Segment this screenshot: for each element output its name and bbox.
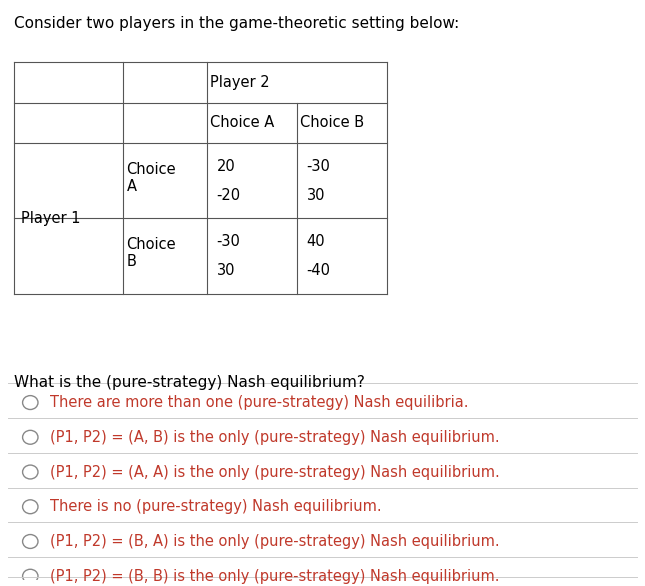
Text: 20: 20 [217, 159, 235, 174]
Text: There are more than one (pure-strategy) Nash equilibria.: There are more than one (pure-strategy) … [50, 395, 468, 410]
Text: 30: 30 [306, 188, 325, 203]
Text: (P1, P2) = (B, B) is the only (pure-strategy) Nash equilibrium.: (P1, P2) = (B, B) is the only (pure-stra… [50, 569, 499, 584]
Text: Player 2: Player 2 [210, 75, 270, 90]
Text: There is no (pure-strategy) Nash equilibrium.: There is no (pure-strategy) Nash equilib… [50, 499, 381, 515]
Text: 30: 30 [217, 263, 235, 278]
Text: 40: 40 [306, 234, 325, 249]
Text: Consider two players in the game-theoretic setting below:: Consider two players in the game-theoret… [14, 16, 459, 31]
Text: -30: -30 [306, 159, 330, 174]
Text: Choice B: Choice B [300, 115, 364, 131]
Text: Choice
A: Choice A [126, 162, 176, 194]
Text: (P1, P2) = (A, A) is the only (pure-strategy) Nash equilibrium.: (P1, P2) = (A, A) is the only (pure-stra… [50, 465, 499, 479]
Text: Choice
B: Choice B [126, 237, 176, 270]
Text: -30: -30 [217, 234, 241, 249]
Text: (P1, P2) = (B, A) is the only (pure-strategy) Nash equilibrium.: (P1, P2) = (B, A) is the only (pure-stra… [50, 534, 499, 549]
Text: Player 1: Player 1 [21, 211, 80, 226]
Text: Choice A: Choice A [210, 115, 274, 131]
Text: -20: -20 [217, 188, 241, 203]
Text: -40: -40 [306, 263, 330, 278]
Text: (P1, P2) = (A, B) is the only (pure-strategy) Nash equilibrium.: (P1, P2) = (A, B) is the only (pure-stra… [50, 430, 499, 445]
Text: What is the (pure-strategy) Nash equilibrium?: What is the (pure-strategy) Nash equilib… [14, 375, 365, 390]
